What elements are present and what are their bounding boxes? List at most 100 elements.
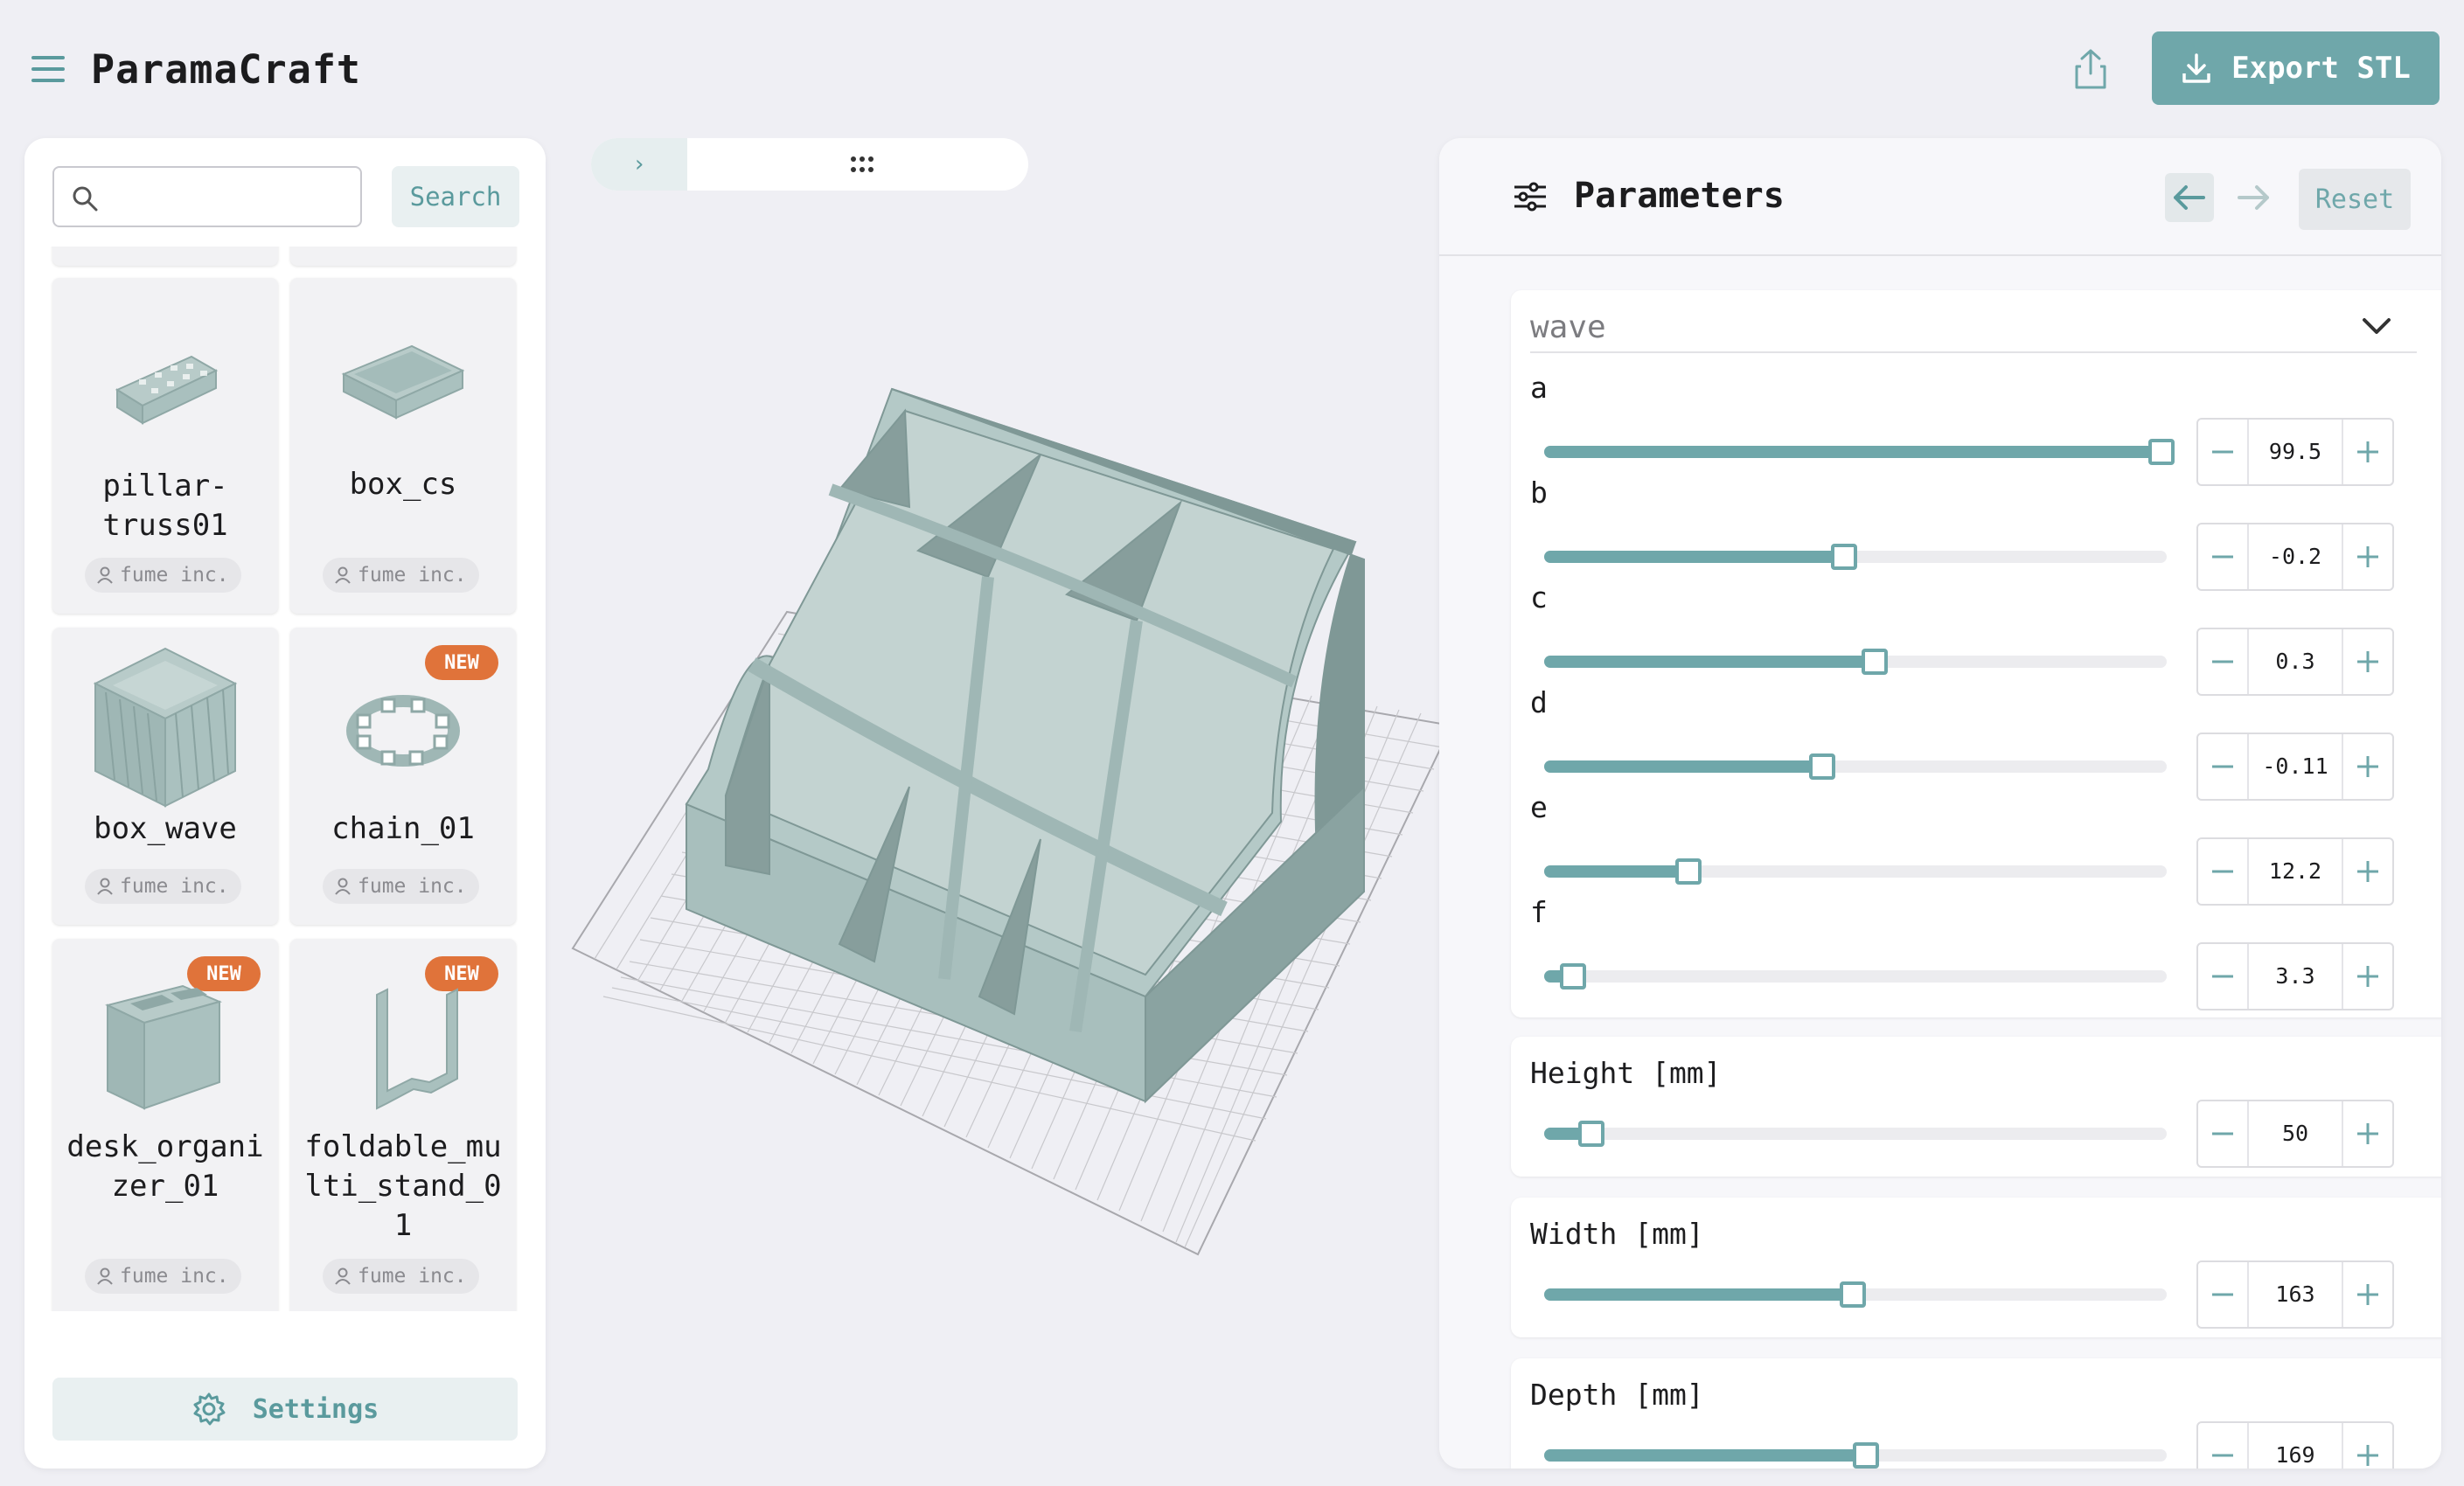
redo-button[interactable] (2229, 173, 2278, 222)
model-name: box_cs (349, 467, 457, 502)
slider[interactable] (1544, 1121, 2167, 1147)
model-name: foldable_mu lti_stand_0 1 (304, 1129, 502, 1243)
search-button[interactable]: Search (392, 166, 519, 227)
new-badge: NEW (187, 956, 261, 991)
plus-icon[interactable] (2342, 839, 2392, 904)
model-card-box_cs[interactable]: box_cs fume inc. (290, 278, 516, 614)
author-tag: fume inc. (85, 1259, 241, 1294)
share-icon[interactable] (2071, 47, 2111, 91)
slider[interactable] (1544, 1442, 2167, 1469)
author-tag: fume inc. (85, 869, 241, 904)
slider-thumb[interactable] (2148, 439, 2175, 465)
model-card-chain_01[interactable]: NEW chain_01 fume inc. (290, 628, 516, 925)
number-stepper-b[interactable]: -0.2 (2196, 523, 2394, 591)
slider-thumb[interactable] (1862, 649, 1888, 675)
number-stepper-c[interactable]: 0.3 (2196, 628, 2394, 696)
model-card-pillar-truss01[interactable]: pillar-truss01 fume inc. (52, 278, 278, 614)
minus-icon[interactable] (2198, 1423, 2249, 1469)
width-group: Width [mm] 163 (1511, 1198, 2441, 1337)
undo-button[interactable] (2165, 173, 2214, 222)
param-label-c: c (1530, 580, 1548, 615)
organizer-model (685, 387, 1365, 1104)
desk-organizer-thumbnail (105, 984, 223, 1110)
number-stepper[interactable]: 163 (2196, 1260, 2394, 1329)
number-stepper-a[interactable]: 99.5 (2196, 418, 2394, 486)
value-input[interactable]: 163 (2275, 1281, 2315, 1307)
minus-icon[interactable] (2198, 1262, 2249, 1327)
3d-viewport[interactable] (560, 367, 1447, 1259)
minus-icon[interactable] (2198, 524, 2249, 589)
param-label-d: d (1530, 685, 1548, 719)
slider-thumb[interactable] (1840, 1281, 1866, 1308)
sliders-icon (1514, 182, 1546, 212)
value-input[interactable]: 99.5 (2268, 439, 2322, 464)
slider-a[interactable] (1544, 439, 2175, 465)
viewport-toolbar: › (591, 138, 1028, 191)
plus-icon[interactable] (2342, 629, 2392, 694)
reset-button[interactable]: Reset (2299, 169, 2411, 230)
number-stepper-e[interactable]: 12.2 (2196, 837, 2394, 906)
slider-f[interactable] (1544, 963, 2167, 990)
plus-icon[interactable] (2342, 1423, 2392, 1469)
model-card-foldable_multi_stand_01[interactable]: NEW foldable_mu lti_stand_0 1 fume inc. (290, 939, 516, 1311)
box-cs-thumbnail (341, 344, 465, 420)
value-input[interactable]: 3.3 (2275, 963, 2315, 989)
minus-icon[interactable] (2198, 734, 2249, 799)
chevron-right-icon[interactable]: › (591, 138, 687, 191)
model-card[interactable] (290, 247, 516, 266)
minus-icon[interactable] (2198, 420, 2249, 484)
model-card-desk_organizer_01[interactable]: NEW desk_organi zer_01 fume inc. (52, 939, 278, 1311)
settings-button[interactable]: Settings (52, 1378, 518, 1441)
plus-icon[interactable] (2342, 734, 2392, 799)
value-input[interactable]: -0.11 (2262, 753, 2328, 779)
user-icon (335, 878, 351, 895)
plus-icon[interactable] (2342, 1262, 2392, 1327)
minus-icon[interactable] (2198, 629, 2249, 694)
slider[interactable] (1544, 1281, 2167, 1308)
search-field[interactable] (52, 166, 362, 227)
slider-thumb[interactable] (1831, 544, 1857, 570)
slider-c[interactable] (1544, 649, 2167, 675)
param-label: Width [mm] (1530, 1217, 1704, 1251)
slider-thumb[interactable] (1675, 858, 1702, 885)
minus-icon[interactable] (2198, 944, 2249, 1009)
number-stepper[interactable]: 50 (2196, 1100, 2394, 1168)
chain-thumbnail (346, 695, 460, 767)
number-stepper-f[interactable]: 3.3 (2196, 942, 2394, 1010)
arrow-left-icon (2174, 185, 2205, 210)
model-card[interactable] (52, 247, 278, 266)
slider-thumb[interactable] (1853, 1442, 1879, 1469)
plus-icon[interactable] (2342, 420, 2392, 484)
value-input[interactable]: 12.2 (2268, 858, 2322, 884)
plus-icon[interactable] (2342, 524, 2392, 589)
number-stepper[interactable]: 169 (2196, 1421, 2394, 1469)
slider-thumb[interactable] (1560, 963, 1586, 990)
slider-thumb[interactable] (1809, 753, 1835, 780)
slider-e[interactable] (1544, 858, 2167, 885)
slider-thumb[interactable] (1578, 1121, 1604, 1147)
number-stepper-d[interactable]: -0.11 (2196, 733, 2394, 801)
search-icon (73, 186, 98, 212)
author-tag: fume inc. (323, 558, 479, 593)
export-stl-button[interactable]: Export STL (2152, 31, 2440, 105)
library-panel: Search pillar-truss01 fume inc. (24, 138, 546, 1469)
plus-icon[interactable] (2342, 1101, 2392, 1166)
drag-handle-icon[interactable] (836, 154, 888, 175)
menu-icon[interactable] (31, 56, 66, 82)
depth-group: Depth [mm] 169 (1511, 1358, 2441, 1469)
value-input[interactable]: 0.3 (2275, 649, 2315, 674)
value-input[interactable]: 50 (2281, 1121, 2309, 1146)
value-input[interactable]: -0.2 (2268, 544, 2322, 569)
model-card-box_wave[interactable]: box_wave fume inc. (52, 628, 278, 925)
slider-b[interactable] (1544, 544, 2167, 570)
user-icon (97, 878, 113, 895)
minus-icon[interactable] (2198, 839, 2249, 904)
minus-icon[interactable] (2198, 1101, 2249, 1166)
param-label-f: f (1530, 895, 1548, 929)
search-input[interactable] (112, 177, 352, 219)
value-input[interactable]: 169 (2275, 1442, 2315, 1468)
chevron-down-icon[interactable] (2359, 313, 2394, 339)
slider-d[interactable] (1544, 753, 2167, 780)
pillar-truss-thumbnail (115, 355, 219, 425)
plus-icon[interactable] (2342, 944, 2392, 1009)
